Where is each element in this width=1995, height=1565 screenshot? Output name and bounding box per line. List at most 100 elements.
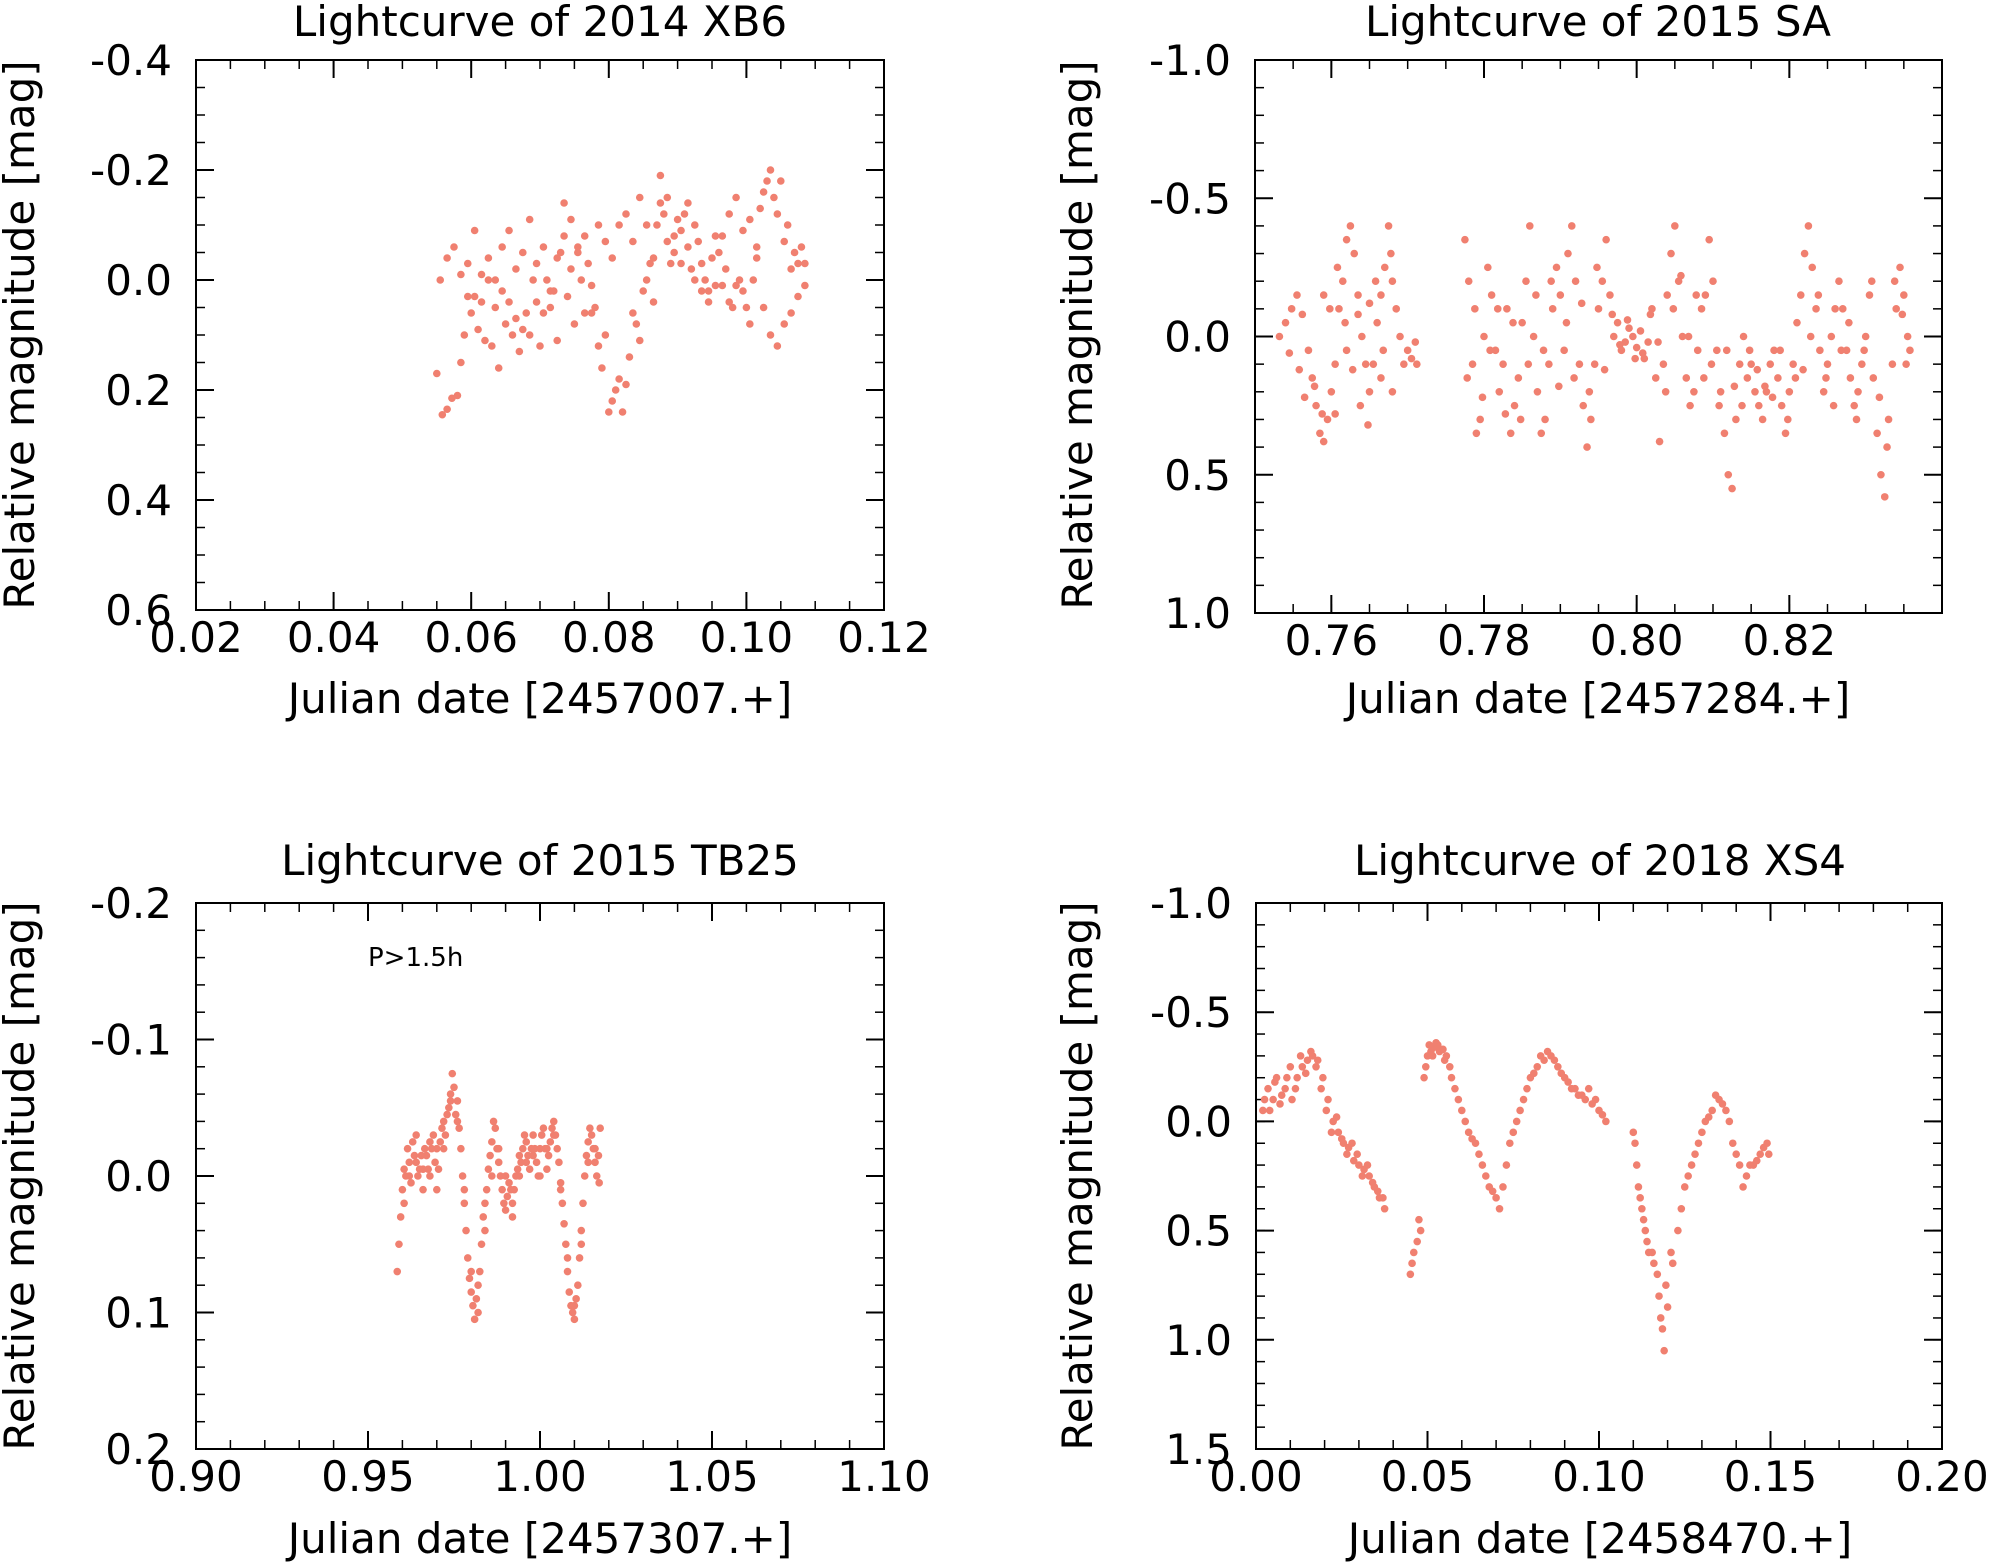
data-point [1585,388,1594,396]
data-point [400,1199,408,1208]
data-point [453,1097,462,1105]
data-point [1524,360,1533,368]
data-point [536,342,544,350]
data-point [1701,291,1710,299]
data-point [1379,1194,1387,1202]
annotation: P>1.5h [368,943,463,973]
data-point [1764,1150,1773,1158]
chart-panel-2015-tb25: Lightcurve of 2015 TB25 Julian date [245… [0,836,931,1563]
data-point [732,281,740,290]
data-point [434,1165,443,1173]
y-tick-label: -0.1 [90,1016,172,1065]
data-point [532,259,541,268]
data-point [680,210,689,218]
data-point [1854,388,1862,396]
data-point [537,1131,546,1139]
data-point [1478,1161,1487,1169]
chart-panel-2018-xs4: Lightcurve of 2018 XS4 Julian date [2458… [1053,836,1989,1563]
data-point [1420,1073,1428,1082]
data-point [1550,1056,1559,1065]
data-point [1293,1073,1301,1082]
data-point [1707,360,1716,368]
data-point [783,221,792,229]
data-point [1692,291,1701,299]
data-point [539,1124,548,1133]
data-point [1751,388,1759,396]
data-point [1259,1106,1267,1115]
data-point [1454,1095,1463,1104]
data-point [1660,1346,1668,1355]
data-point [1722,1106,1730,1115]
data-point [1281,1084,1289,1093]
data-point [1609,332,1618,341]
data-point [601,237,610,246]
data-point [433,369,441,378]
data-point [579,1199,587,1208]
data-point [467,1267,476,1276]
data-point [476,1267,484,1276]
data-point [570,1301,579,1310]
data-point [1363,1161,1372,1169]
data-point [460,1185,469,1194]
data-point [1742,1172,1751,1180]
data-point [488,1172,496,1180]
data-point [1708,1106,1716,1115]
data-point [522,1138,531,1146]
data-point [539,243,548,251]
data-point [1631,354,1639,363]
data-point [594,342,603,350]
data-point [1264,1084,1272,1093]
data-point [1858,360,1866,368]
data-point [1388,388,1397,396]
data-point [1715,401,1723,410]
x-axis-label: Julian date [2458470.+] [1345,1514,1852,1563]
data-point [1768,393,1777,402]
data-point [436,1138,445,1146]
data-point [556,248,565,257]
data-point [756,204,764,213]
data-point [1310,382,1319,391]
data-point [577,276,586,284]
data-point [505,1179,513,1187]
data-point [1808,263,1817,272]
data-point [639,287,647,295]
data-point [1745,346,1754,355]
data-point [450,243,458,251]
data-point [463,259,472,268]
y-tick-label: 1.0 [1164,589,1231,638]
data-point [1516,415,1525,424]
data-point [1324,1095,1332,1104]
data-point [595,1179,603,1187]
plot-frame [195,902,885,1450]
data-point [1533,388,1542,396]
data-point [666,259,675,268]
data-point [1326,305,1334,313]
data-point [549,1117,558,1126]
data-point [407,1179,415,1187]
data-point [1319,1073,1327,1082]
data-point [1732,415,1740,424]
data-point [1502,1161,1511,1169]
data-point [439,1144,448,1153]
data-point [562,1240,570,1249]
data-point [1353,1150,1361,1158]
data-point [1510,401,1519,410]
data-point [1271,1078,1279,1086]
data-point [1711,1091,1720,1099]
data-point [1873,429,1881,438]
data-point [790,248,799,257]
data-point [794,259,802,268]
data-point [560,1219,568,1228]
data-point [1883,443,1891,451]
data-point [605,408,613,416]
data-point [1690,388,1698,396]
data-point [725,298,733,306]
y-axis-label: Relative magnitude [mag] [0,901,44,1450]
data-point [1472,429,1481,438]
data-point [1761,382,1769,391]
data-points [1259,1038,1773,1355]
data-point [1669,305,1678,313]
data-point [1687,1161,1696,1169]
data-point [1892,305,1900,313]
y-tick-label: -0.2 [90,146,172,195]
